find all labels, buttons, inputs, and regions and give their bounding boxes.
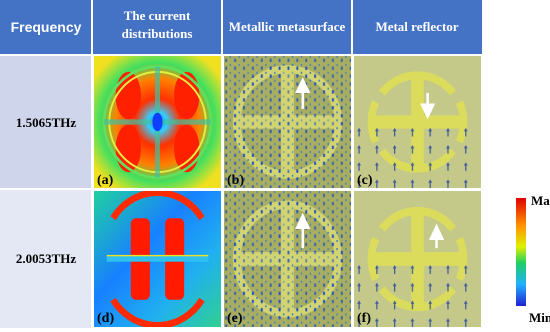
panel-label: (a): [97, 173, 114, 188]
panel-label: (b): [227, 173, 244, 188]
panel-label: (e): [227, 311, 243, 326]
row-header-bg: [0, 190, 91, 328]
row-header-bg: [0, 56, 91, 188]
header-cell: distributions: [122, 26, 193, 41]
panel-label: (c): [357, 173, 373, 188]
header-bg: [0, 0, 482, 54]
colorbar-max: Max: [531, 193, 550, 208]
colorbar: [516, 198, 526, 306]
metasurface-panel: [224, 191, 351, 327]
colorbar-min: Min: [529, 310, 550, 325]
frequency: 2.0053THz: [16, 251, 77, 266]
metasurface-panel: [224, 56, 351, 188]
header-cell: The current: [124, 8, 191, 23]
panel-label: (f): [357, 311, 371, 326]
header-cell: Metallic metasurface: [229, 19, 346, 34]
reflector-panel: [354, 56, 481, 188]
header-cell: Frequency: [11, 19, 82, 35]
header-cell: Metal reflector: [375, 19, 458, 34]
reflector-panel: [354, 191, 481, 327]
frequency: 1.5065THz: [16, 115, 77, 130]
current-panel: [94, 191, 221, 327]
current-panel: [94, 56, 221, 188]
panel-label: (d): [97, 311, 114, 326]
